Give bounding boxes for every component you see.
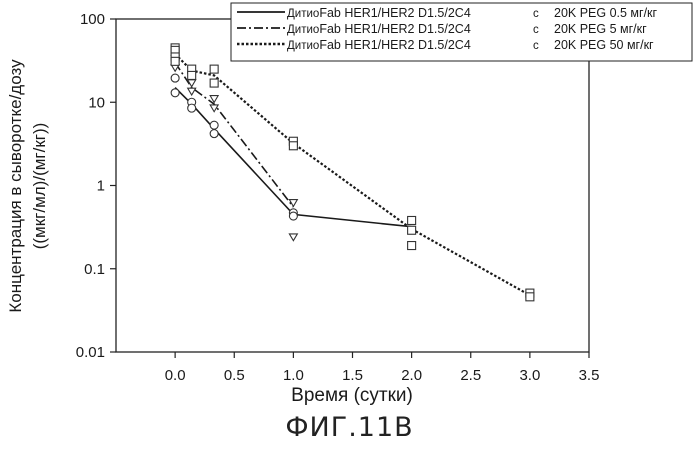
data-point (210, 105, 218, 112)
data-point (289, 234, 297, 241)
y-axis-label-line-1: Концентрация в сыворотке/дозу (6, 59, 25, 313)
x-tick-label: 1.0 (283, 367, 304, 384)
x-tick-label: 2.0 (401, 367, 422, 384)
x-tick-label: 0.0 (165, 367, 186, 384)
data-point (408, 242, 416, 250)
x-tick-label: 0.5 (224, 367, 245, 384)
data-point (408, 226, 416, 234)
legend-label: ДитиоFab HER1/HER2 D1.5/2C4с20K PEG 5 мг… (287, 22, 647, 36)
legend: ДитиоFab HER1/HER2 D1.5/2C4с20K PEG 0.5 … (231, 3, 692, 61)
x-tick-label: 2.5 (460, 367, 481, 384)
x-tick-label: 3.5 (579, 367, 600, 384)
data-point (188, 88, 196, 95)
data-point (188, 104, 196, 112)
y-tick-label: 0.01 (76, 344, 105, 361)
y-tick-label: 1 (97, 178, 105, 195)
series-group (171, 56, 297, 241)
plot-area-frame (116, 19, 589, 352)
data-point (210, 121, 218, 129)
x-axis-label: Время (сутки) (291, 385, 413, 406)
data-point (526, 293, 534, 301)
data-point (188, 71, 196, 79)
data-point (289, 212, 297, 220)
data-point (171, 74, 179, 82)
axis-ticks: 0.0 0.5 1.0 1.5 2.0 2.5 3.0 3.5 100 10 1 0.1 0.01 (76, 11, 600, 384)
data-point (171, 89, 179, 97)
x-tick-label: 3.0 (519, 367, 540, 384)
data-point (408, 216, 416, 224)
series-line (175, 54, 530, 295)
data-point (289, 142, 297, 150)
y-tick-label: 0.1 (84, 261, 105, 278)
data-point (210, 65, 218, 73)
series-layer (171, 44, 534, 301)
y-tick-label: 10 (88, 94, 105, 111)
data-point (210, 79, 218, 87)
series-group (171, 44, 534, 301)
legend-label: ДитиоFab HER1/HER2 D1.5/2C4с20K PEG 50 м… (287, 38, 654, 52)
y-axis-label-line-2: ((мкг/мл)/(мг/кг)) (30, 123, 49, 250)
y-tick-label: 100 (80, 11, 105, 28)
x-tick-label: 1.5 (342, 367, 363, 384)
data-point (171, 57, 179, 65)
figure-caption: ФИГ.11В (0, 412, 699, 443)
data-point (210, 130, 218, 138)
legend-items: ДитиоFab HER1/HER2 D1.5/2C4с20K PEG 0.5 … (237, 6, 658, 52)
